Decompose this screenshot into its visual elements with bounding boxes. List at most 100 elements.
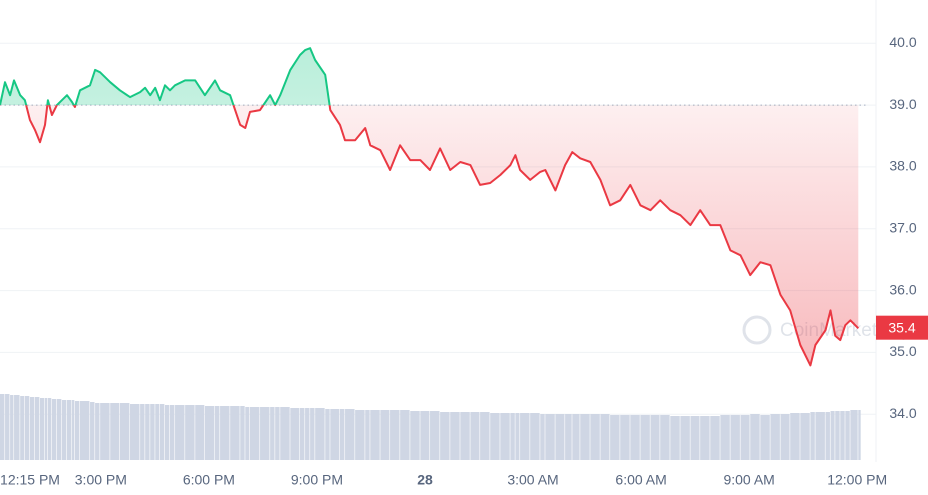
volume-bar bbox=[490, 413, 500, 460]
volume-bar bbox=[540, 414, 545, 460]
volume-bar bbox=[245, 407, 250, 460]
volume-bar bbox=[470, 412, 480, 460]
volume-bar bbox=[460, 412, 470, 460]
volume-bar bbox=[480, 412, 490, 460]
volume-bar bbox=[10, 395, 14, 460]
volume-bar bbox=[380, 410, 390, 460]
volume-bar bbox=[810, 412, 815, 460]
price-line-up bbox=[0, 47, 331, 106]
volume-bar bbox=[410, 411, 420, 460]
area-down bbox=[0, 105, 859, 366]
volume-bar bbox=[305, 408, 310, 460]
volume-bar bbox=[858, 410, 861, 460]
volume-bar bbox=[845, 411, 850, 460]
volume-bar bbox=[600, 414, 610, 460]
volume-bar bbox=[90, 402, 95, 460]
volume-bar bbox=[850, 410, 858, 460]
volume-bar bbox=[565, 414, 572, 460]
volume-bar bbox=[20, 396, 25, 460]
volume-bar bbox=[290, 408, 300, 460]
volume-bar bbox=[825, 412, 830, 460]
volume-bar bbox=[72, 400, 75, 460]
x-tick-label: 9:00 AM bbox=[723, 472, 774, 488]
volume-bar bbox=[620, 415, 630, 460]
volume-bar bbox=[545, 414, 555, 460]
volume-bar bbox=[74, 401, 80, 460]
volume-bar bbox=[510, 413, 515, 460]
y-tick-label: 34.0 bbox=[889, 405, 916, 421]
volume-bar bbox=[159, 404, 165, 460]
volume-bar bbox=[780, 414, 790, 460]
volume-bar bbox=[590, 414, 600, 460]
volume-bar bbox=[24, 396, 30, 460]
volume-bar bbox=[345, 409, 355, 460]
volume-bar bbox=[680, 416, 690, 460]
volume-bar bbox=[530, 413, 540, 460]
volume-bar bbox=[790, 413, 800, 460]
y-tick-label: 36.0 bbox=[889, 281, 916, 297]
volume-bar bbox=[215, 406, 220, 460]
volume-bar bbox=[630, 415, 640, 460]
volume-bar bbox=[145, 404, 150, 460]
volume-bar bbox=[310, 408, 315, 460]
y-tick-label: 40.0 bbox=[889, 34, 916, 50]
volume-bar bbox=[270, 407, 275, 460]
volume-bar bbox=[840, 411, 845, 460]
volume-bar bbox=[500, 413, 510, 460]
volume-bar bbox=[47, 398, 52, 460]
volume-bar bbox=[370, 410, 380, 460]
volume-bar bbox=[39, 398, 45, 460]
x-tick-label: 3:00 PM bbox=[75, 472, 127, 488]
volume-bar bbox=[66, 400, 72, 460]
volume-bar bbox=[130, 404, 140, 460]
volume-bar bbox=[710, 416, 720, 460]
volume-bar bbox=[835, 411, 840, 460]
area-up bbox=[0, 48, 330, 106]
volume-bar bbox=[400, 410, 410, 460]
price-tag bbox=[876, 315, 928, 340]
volume-bar bbox=[330, 409, 340, 460]
x-tick-label: 3:00 AM bbox=[507, 472, 558, 488]
volume-bar bbox=[110, 403, 120, 460]
volume-bar bbox=[610, 415, 620, 460]
volume-bar bbox=[275, 407, 280, 460]
volume-bar bbox=[830, 411, 835, 460]
volume-bar bbox=[660, 415, 670, 460]
volume-bar bbox=[339, 409, 345, 460]
volume-bar bbox=[230, 406, 240, 460]
volume-bar bbox=[14, 395, 20, 460]
volume-bar bbox=[95, 403, 100, 460]
volume-bar bbox=[650, 415, 660, 460]
volume-bar bbox=[555, 414, 565, 460]
volume-bar bbox=[640, 415, 650, 460]
volume-bar bbox=[164, 405, 170, 460]
volume-bar bbox=[800, 413, 810, 460]
volume-bar bbox=[440, 412, 450, 460]
volume-bar bbox=[365, 410, 370, 460]
volume-bar bbox=[740, 415, 750, 460]
volume-bar bbox=[690, 416, 700, 460]
volume-bar bbox=[79, 401, 90, 460]
volume-bar bbox=[572, 414, 580, 460]
x-tick-label: 28 bbox=[417, 472, 433, 488]
volume-bar bbox=[61, 400, 67, 460]
volume-bar bbox=[730, 415, 740, 460]
volume-bar bbox=[249, 407, 260, 460]
volume-bar bbox=[29, 397, 35, 460]
volume bbox=[0, 394, 861, 460]
volume-bar bbox=[670, 416, 680, 460]
volume-bar bbox=[195, 405, 205, 460]
y-tick-label: 37.0 bbox=[889, 219, 916, 235]
volume-bar bbox=[720, 415, 730, 460]
volume-bar bbox=[750, 414, 760, 460]
volume-bar bbox=[204, 406, 215, 460]
volume-bar bbox=[45, 398, 48, 460]
volume-bar bbox=[450, 412, 460, 460]
volume-bar bbox=[815, 412, 825, 460]
volume-bar bbox=[315, 408, 325, 460]
volume-bar bbox=[520, 413, 530, 460]
x-tick-label: 6:00 AM bbox=[615, 472, 666, 488]
volume-bar bbox=[119, 403, 130, 460]
volume-bar bbox=[390, 410, 400, 460]
